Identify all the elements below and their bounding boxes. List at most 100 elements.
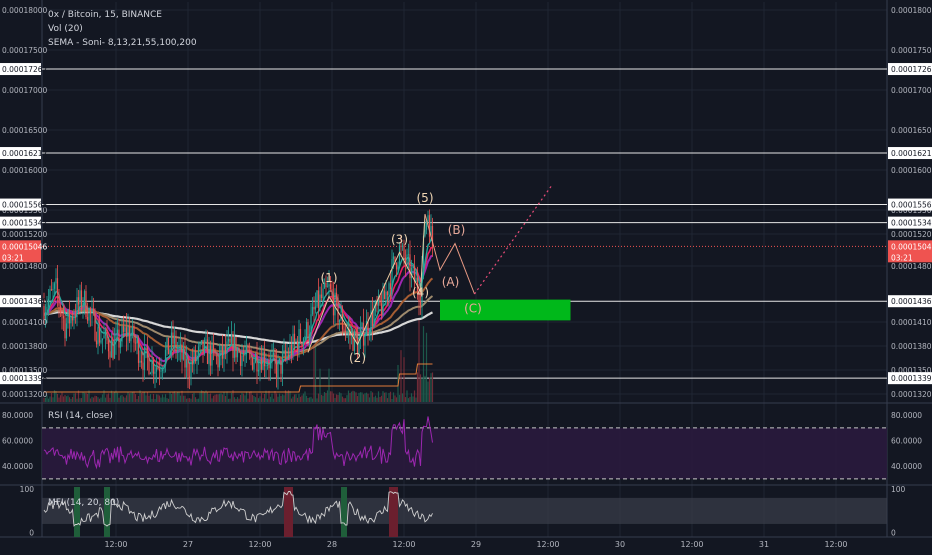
x-tick-10: 12:00 xyxy=(824,540,847,549)
volume-bar-233 xyxy=(392,392,395,402)
candle-body-228 xyxy=(385,291,387,300)
volume-bar-56 xyxy=(127,391,129,402)
x-tick-5: 29 xyxy=(471,540,481,549)
candle-body-152 xyxy=(271,355,273,358)
candle-body-190 xyxy=(328,284,330,287)
volume-bar-39 xyxy=(101,394,104,402)
volume-bar-167 xyxy=(293,394,296,402)
candle-body-9 xyxy=(56,278,59,294)
rsi-tick-right-0: 80.0000 xyxy=(891,411,922,420)
volume-bar-13 xyxy=(62,396,65,402)
candle-body-123 xyxy=(227,338,230,342)
candle-body-65 xyxy=(140,360,143,363)
candle-body-174 xyxy=(304,335,306,339)
volume-bar-187 xyxy=(323,392,326,402)
x-tick-7: 30 xyxy=(615,540,625,549)
candle-body-253 xyxy=(422,236,425,269)
volume-bar-33 xyxy=(92,397,95,402)
volume-bar-144 xyxy=(259,396,261,402)
level-tag-right-bg-5 xyxy=(888,372,932,385)
volume-bar-86 xyxy=(172,391,174,402)
chart-header: 0x / Bitcoin, 15, BINANCE Vol (20) SEMA … xyxy=(48,10,197,508)
price-tag-left-timer: 03:21 xyxy=(2,253,24,262)
y-tick-left-4: 0.00016000 xyxy=(2,166,48,175)
volume-bar-226 xyxy=(382,391,384,402)
y-tick-left-1: 0.00017500 xyxy=(2,46,48,55)
candle-body-116 xyxy=(217,356,219,368)
volume-bar-241 xyxy=(404,397,407,402)
candle-body-132 xyxy=(241,355,243,366)
volume-bar-102 xyxy=(196,398,198,402)
volume-bar-195 xyxy=(335,394,338,402)
volume-bar-26 xyxy=(82,392,84,402)
volume-bar-209 xyxy=(356,396,359,402)
candle-body-241 xyxy=(404,257,407,265)
volume-bar-90 xyxy=(178,391,180,402)
candle-body-7 xyxy=(53,283,56,289)
candle-body-254 xyxy=(424,229,426,237)
volume-bars xyxy=(43,318,434,402)
candle-body-147 xyxy=(263,351,266,367)
volume-bar-191 xyxy=(329,391,332,402)
level-tag-right-3: 0.00015342 xyxy=(891,219,932,228)
volume-bar-24 xyxy=(79,398,81,402)
candle-body-229 xyxy=(386,291,389,296)
volume-bar-30 xyxy=(88,390,90,402)
candle-body-14 xyxy=(64,318,66,339)
candle-body-73 xyxy=(152,359,155,374)
candle-body-107 xyxy=(203,339,206,353)
volume-bar-48 xyxy=(115,390,117,402)
candle-body-216 xyxy=(367,320,369,335)
candle-body-61 xyxy=(134,342,137,344)
candle-body-60 xyxy=(133,325,135,343)
level-lines xyxy=(42,68,887,379)
volume-bar-89 xyxy=(176,392,179,402)
volume-bar-52 xyxy=(121,394,123,402)
volume-bar-247 xyxy=(413,390,416,402)
volume-bar-140 xyxy=(253,395,255,402)
volume-bar-134 xyxy=(244,395,246,402)
candle-body-161 xyxy=(284,350,287,357)
candle-body-187 xyxy=(323,282,326,289)
volume-bar-246 xyxy=(412,396,414,402)
volume-bar-59 xyxy=(131,391,134,402)
level-tag-left-bg-1 xyxy=(0,147,41,160)
candle-body-127 xyxy=(233,337,236,358)
candle-body-56 xyxy=(127,326,129,338)
candle-body-111 xyxy=(209,345,212,366)
price-tag-right-bg xyxy=(888,240,932,263)
volume-bar-51 xyxy=(119,395,122,402)
candle-body-55 xyxy=(125,327,128,338)
mfi-tick-left-1: 0 xyxy=(29,529,34,538)
volume-bar-49 xyxy=(116,392,119,402)
candle-body-38 xyxy=(100,340,102,343)
candle-body-251 xyxy=(419,301,422,306)
candle-body-159 xyxy=(281,354,284,374)
candle-body-150 xyxy=(268,365,270,369)
candle-body-13 xyxy=(62,316,65,319)
candle-body-146 xyxy=(262,351,264,370)
wave-label-1: (2) xyxy=(349,351,366,365)
volume-bar-61 xyxy=(134,394,137,402)
target-zone xyxy=(440,299,571,321)
candle-body-222 xyxy=(376,302,378,306)
candle-body-109 xyxy=(206,339,209,364)
rsi-tick-left-0: 80.0000 xyxy=(2,411,33,420)
volume-bar-0 xyxy=(43,397,45,402)
volume-bar-83 xyxy=(167,398,170,402)
volume-bar-155 xyxy=(275,393,278,402)
volume-bar-216 xyxy=(367,393,369,402)
volume-bar-36 xyxy=(97,397,99,402)
volume-bar-170 xyxy=(298,393,300,402)
candle-body-48 xyxy=(115,333,117,341)
candle-body-210 xyxy=(358,337,360,355)
candle-body-192 xyxy=(331,288,333,295)
candle-body-122 xyxy=(226,341,228,354)
candle-body-156 xyxy=(277,361,279,378)
volume-bar-122 xyxy=(226,391,228,402)
level-tag-right-bg-3 xyxy=(888,216,932,229)
candle-body-114 xyxy=(214,349,216,356)
volume-bar-189 xyxy=(326,390,329,402)
volume-bar-104 xyxy=(199,392,201,402)
